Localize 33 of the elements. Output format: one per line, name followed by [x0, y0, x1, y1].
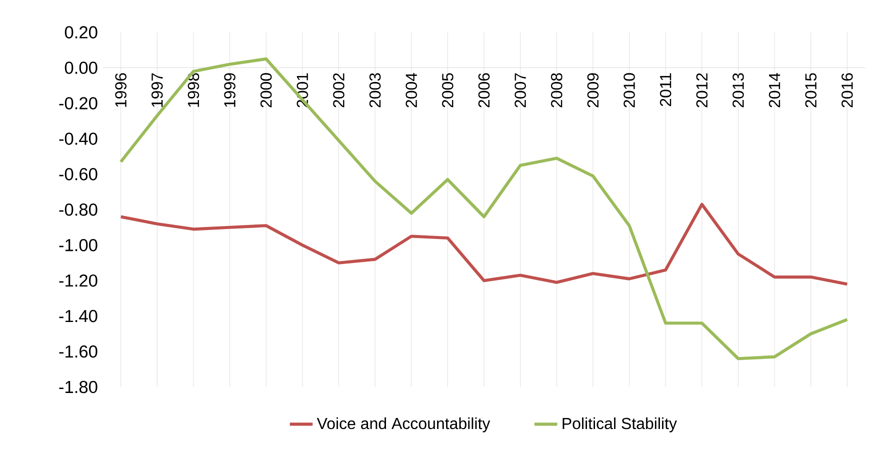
- x-tick-label: 2013: [732, 73, 744, 108]
- x-tick-label: 2006: [478, 73, 490, 108]
- y-tick-label: -1.20: [59, 274, 98, 287]
- y-tick-label: 0.00: [64, 62, 98, 74]
- x-tick-label: 2009: [587, 73, 599, 108]
- y-tick-label: -1.00: [59, 238, 98, 252]
- y-tick-label: -0.20: [59, 97, 98, 110]
- x-tick-label: 2003: [369, 73, 381, 108]
- y-tick-label: -0.40: [59, 132, 98, 145]
- x-tick-label: 2015: [805, 73, 817, 108]
- x-tick-label: 2004: [406, 72, 418, 108]
- x-tick-label: 2016: [842, 73, 853, 108]
- legend-label: Voice and Accountability: [316, 417, 490, 432]
- y-tick-label: -0.60: [59, 168, 98, 180]
- x-tick-label: 2010: [624, 73, 635, 108]
- x-tick-label: 1996: [115, 73, 126, 107]
- x-tick-label: 1999: [224, 73, 236, 107]
- x-tick-label: 2002: [333, 73, 344, 108]
- x-tick-label: 2000: [260, 73, 272, 108]
- x-tick-label: 2012: [696, 73, 708, 108]
- x-tick-label: 2011: [660, 73, 672, 106]
- y-tick-label: -1.40: [59, 310, 98, 322]
- x-tick-label: 2007: [514, 73, 526, 108]
- x-tick-label: 2008: [550, 73, 562, 108]
- y-tick-label: 0.20: [64, 26, 98, 38]
- x-tick-label: 2014: [768, 72, 780, 108]
- y-tick-label: -0.80: [59, 204, 98, 216]
- legend-label: Political Stability: [562, 417, 677, 432]
- y-tick-label: -1.60: [59, 345, 98, 358]
- y-tick-label: -1.80: [59, 380, 98, 394]
- line-series: [119, 202, 849, 286]
- x-tick-label: 2005: [442, 73, 454, 108]
- x-tick-label: 1997: [151, 73, 163, 107]
